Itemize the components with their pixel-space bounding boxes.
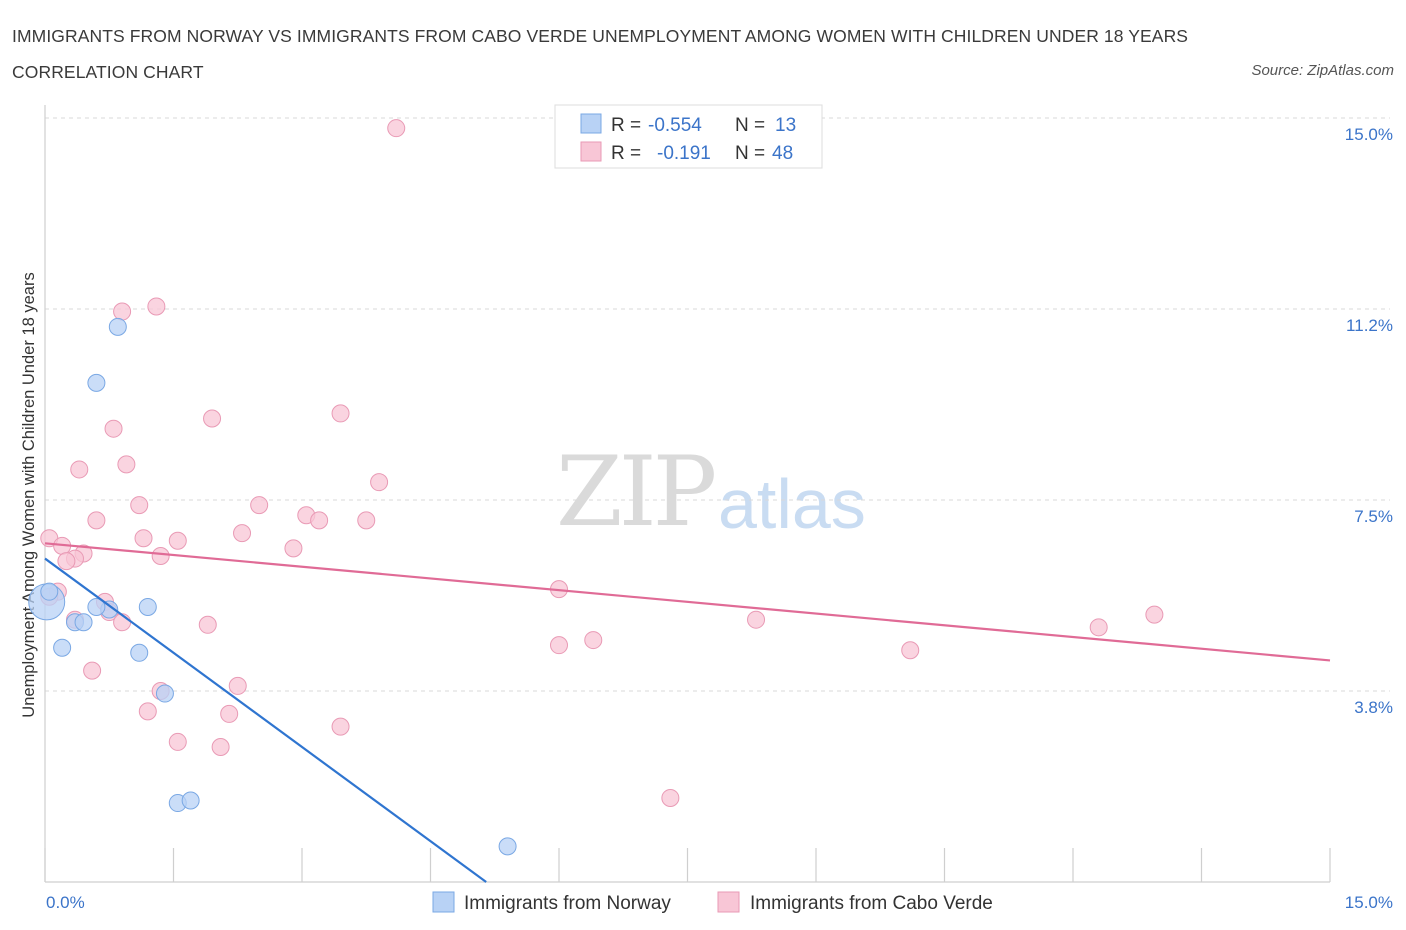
norway-point [87,373,106,392]
y-axis-label: Unemployment Among Women with Children U… [20,272,38,717]
norway-point [40,582,59,601]
cabo-verde-point [228,676,247,695]
cabo-verde-point [168,531,187,550]
y-tick-label: 15.0% [1345,125,1393,144]
x-tick-label-max: 15.0% [1345,893,1393,912]
norway-point [130,643,149,662]
x-axis-ticks [44,848,1331,882]
cabo-verde-point [220,704,239,723]
cabo-verde-point [134,529,153,548]
bottom-legend-swatch-norway [432,891,455,913]
norway-point [498,837,517,856]
bottom-legend-label-norway: Immigrants from Norway [464,893,671,914]
cabo-verde-point [370,473,389,492]
norway-point [53,638,72,657]
bottom-legend-swatch-cabo-verde [717,891,740,913]
legend-n-label-cabo-verde: N = [735,143,765,164]
legend-n-value-norway: 13 [775,115,796,136]
norway-point [181,791,200,810]
norway-point [74,613,93,632]
cabo-verde-point [87,511,106,530]
y-tick-label: 7.5% [1354,507,1393,526]
series-legend: Immigrants from Norway Immigrants from C… [432,891,993,914]
y-tick-label: 11.2% [1346,316,1393,335]
legend-n-value-cabo-verde: 48 [772,143,793,164]
cabo-verde-point [203,409,222,428]
cabo-verde-point [147,297,166,316]
trend-line-cabo-verde [44,542,1331,662]
cabo-verde-point [117,455,136,474]
legend-r-label-norway: R = [611,115,641,136]
cabo-verde-point [113,302,132,321]
cabo-verde-point [901,641,920,660]
legend-r-value-norway: -0.554 [648,115,702,136]
cabo-verde-point [387,119,406,138]
cabo-verde-point [584,631,603,650]
legend-swatch-norway [580,113,602,134]
legend-r-value-cabo-verde: -0.191 [657,143,711,164]
correlation-legend: R = -0.554 N = 13 R = -0.191 N = 48 [554,104,823,169]
cabo-verde-point [310,511,329,530]
norway-point [108,317,127,336]
cabo-verde-point [331,717,350,736]
cabo-verde-point [57,552,76,571]
norway-point [87,597,106,616]
cabo-verde-point [83,661,102,680]
cabo-verde-point [138,702,157,721]
cabo-verde-point [130,496,149,515]
cabo-verde-point [151,547,170,566]
watermark-atlas: atlas [718,465,866,543]
legend-swatch-cabo-verde [580,141,602,162]
cabo-verde-point [168,732,187,751]
cabo-verde-point [250,496,269,515]
y-tick-label: 3.8% [1354,698,1393,717]
legend-r-label-cabo-verde: R = [611,143,641,164]
cabo-verde-point [104,419,123,438]
trend-line-norway [44,557,487,883]
cabo-verde-point [550,636,568,655]
cabo-verde-point [1145,605,1164,624]
cabo-verde-point [1089,618,1108,637]
cabo-verde-point [357,511,376,530]
x-tick-label-min: 0.0% [46,893,85,912]
cabo-verde-point [211,738,230,757]
cabo-verde-point [331,404,350,423]
chart-title: IMMIGRANTS FROM NORWAY VS IMMIGRANTS FRO… [12,26,1189,82]
bottom-legend-label-cabo-verde: Immigrants from Cabo Verde [750,893,993,914]
source-credit: Source: ZipAtlas.com [1251,62,1394,79]
y-tick-labels: 3.8% 7.5% 11.2% 15.0% [1345,125,1393,717]
legend-n-label-norway: N = [735,115,765,136]
norway-point [155,684,174,703]
watermark-zip: ZIP [556,436,715,548]
cabo-verde-point [284,539,303,558]
cabo-verde-point [233,524,252,543]
cabo-verde-point [747,610,766,629]
norway-point [138,597,157,616]
series-norway-points [28,317,517,856]
cabo-verde-point [198,615,217,634]
cabo-verde-point [70,460,89,479]
cabo-verde-point [661,788,680,807]
